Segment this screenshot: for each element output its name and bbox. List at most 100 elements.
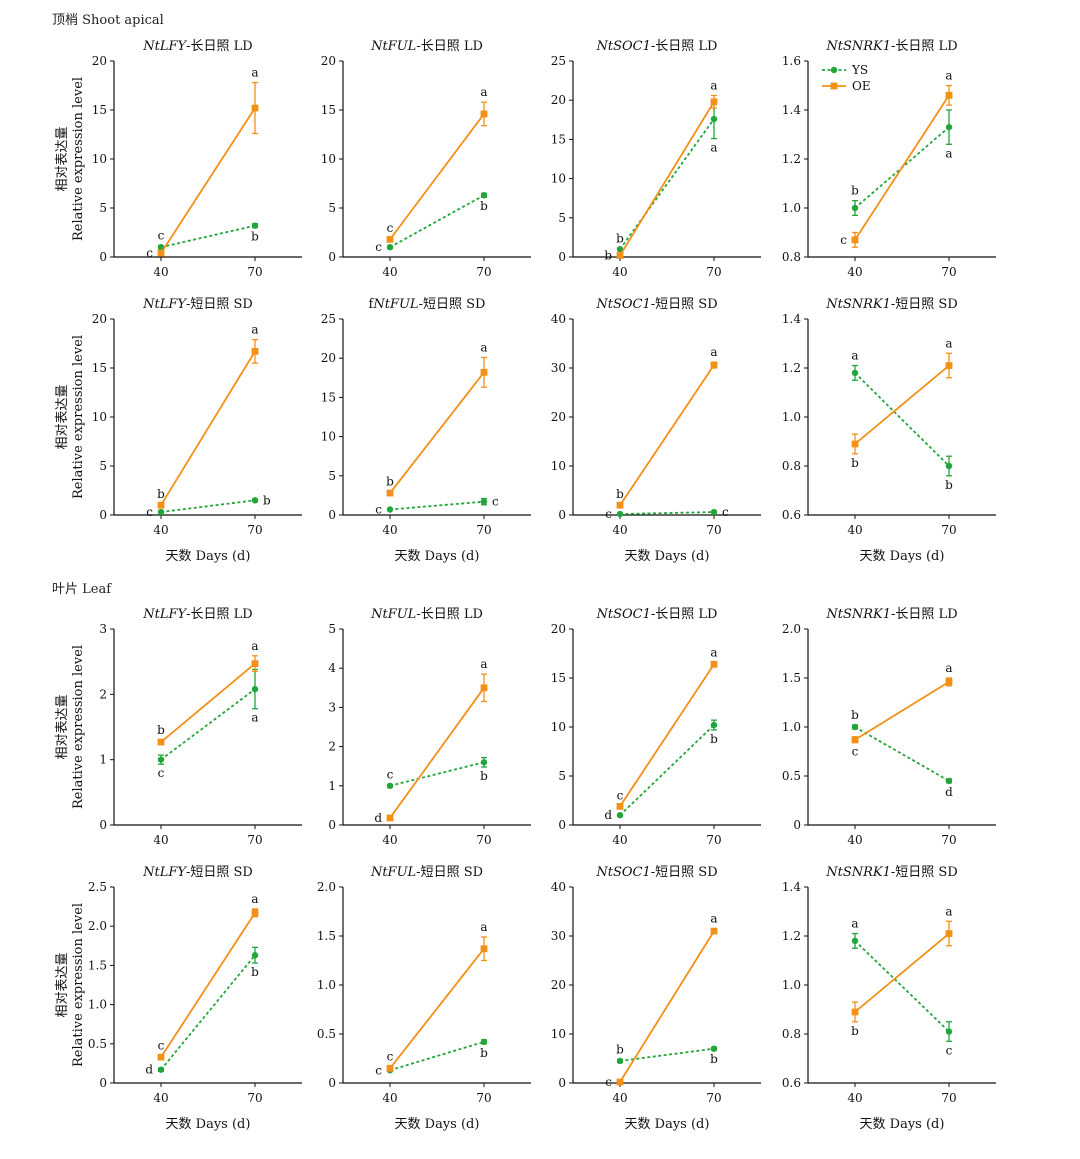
y-tick-label: 10	[92, 152, 107, 166]
series-line-oe	[619, 101, 715, 256]
data-point-oe	[251, 104, 259, 112]
y-tick-label: 5	[328, 469, 336, 483]
significance-letter: b	[480, 1046, 488, 1060]
series-line-ys	[160, 688, 256, 761]
y-tick-label: 2.0	[317, 880, 336, 894]
section-title-leaf: 叶片 Leaf	[52, 582, 112, 597]
data-point-oe	[157, 501, 165, 509]
data-point-ys	[386, 506, 394, 513]
significance-letter: b	[616, 487, 624, 501]
panel-title: NtSNRK1-长日照 LD	[825, 607, 957, 622]
data-point-oe	[386, 489, 394, 497]
significance-letter: a	[945, 69, 952, 83]
panel-title: NtSOC1-长日照 LD	[596, 39, 718, 54]
data-point-oe	[251, 660, 259, 668]
panel-title: NtFUL-长日照 LD	[370, 607, 483, 622]
x-tick-label: 70	[476, 523, 491, 537]
significance-letter: c	[840, 233, 847, 247]
chart-panel-7: NtSNRK1-短日照 SD 0.6 0.8 1.0 1.2 1.4 40 70 天数 Days…	[782, 297, 996, 564]
significance-letter: b	[251, 965, 259, 979]
panel-title-suffix: -短日照 SD	[891, 865, 958, 880]
y-tick-label: 10	[551, 172, 566, 186]
panel-title: NtFUL-短日照 SD	[370, 865, 483, 880]
significance-letter: a	[710, 141, 717, 155]
panel-title: fNtFUL-短日照 SD	[369, 297, 486, 312]
panel-title-suffix: -长日照 LD	[186, 607, 253, 622]
data-point-oe	[851, 440, 859, 448]
significance-letter: c	[387, 1049, 394, 1063]
y-tick-label: 15	[321, 103, 336, 117]
panel-title: NtLFY-短日照 SD	[142, 297, 253, 312]
chart-panel-15: NtSNRK1-短日照 SD 0.6 0.8 1.0 1.2 1.4 40 70 天数 Days…	[782, 865, 996, 1132]
significance-letter: b	[616, 231, 624, 245]
data-point-oe	[851, 236, 859, 244]
significance-letter: a	[480, 657, 487, 671]
x-tick-label: 40	[847, 833, 862, 847]
significance-letter: c	[375, 1063, 382, 1077]
y-tick-label: 1.0	[317, 978, 336, 992]
y-tick-label: 1.4	[782, 103, 801, 117]
y-axis-label-en: Relative expression level	[71, 335, 86, 499]
series-line-oe	[854, 94, 950, 241]
x-tick-label: 70	[247, 833, 262, 847]
y-tick-label: 20	[551, 978, 566, 992]
y-tick-label: 1.2	[782, 361, 801, 375]
y-tick-label: 0.6	[782, 508, 801, 522]
chart-panel-2: NtSOC1-长日照 LD 0 5 10 15 20 25 40 70 bb a a	[551, 39, 761, 279]
y-tick-label: 0	[328, 1076, 336, 1090]
y-tick-label: 0.8	[782, 1027, 801, 1041]
significance-letter: c	[158, 766, 165, 780]
y-tick-label: 1.0	[782, 201, 801, 215]
series-line-oe	[854, 681, 950, 741]
y-tick-label: 0.5	[782, 769, 801, 783]
x-tick-label: 40	[382, 523, 397, 537]
legend-label-oe: OE	[852, 79, 871, 93]
data-point-ys	[157, 1066, 165, 1073]
data-point-oe	[710, 927, 718, 935]
data-point-oe	[157, 738, 165, 746]
significance-letter: b	[386, 474, 394, 488]
x-tick-label: 40	[382, 265, 397, 279]
x-tick-label: 40	[612, 523, 627, 537]
x-tick-label: 70	[706, 523, 721, 537]
y-axis-label-cn: 相对表达量	[55, 694, 70, 759]
y-axis-label-cn: 相对表达量	[55, 126, 70, 191]
x-tick-label: 70	[941, 833, 956, 847]
significance-letter: a	[851, 917, 858, 931]
y-tick-label: 30	[551, 361, 566, 375]
panel-title-gene: NtSNRK1	[825, 39, 891, 54]
series-line-ys	[160, 954, 256, 1071]
x-tick-label: 70	[941, 523, 956, 537]
legend: YS OE	[822, 63, 871, 93]
y-tick-label: 15	[551, 671, 566, 685]
panel-title-gene: NtLFY	[142, 607, 187, 622]
x-tick-label: 70	[706, 1091, 721, 1105]
x-axis-label: 天数 Days (d)	[860, 549, 945, 564]
series-line-oe	[854, 932, 950, 1013]
data-point-ys	[480, 192, 488, 199]
data-point-oe	[945, 91, 953, 99]
y-tick-label: 2	[99, 687, 107, 701]
x-tick-label: 40	[612, 265, 627, 279]
significance-letter: c	[852, 745, 859, 759]
y-tick-label: 10	[551, 459, 566, 473]
data-point-oe	[710, 660, 718, 668]
x-axis-label: 天数 Days (d)	[166, 1117, 251, 1132]
y-tick-label: 20	[551, 93, 566, 107]
data-point-ys	[616, 812, 624, 819]
data-point-ys	[851, 204, 859, 212]
series-line-oe	[619, 663, 715, 807]
y-tick-label: 1.5	[782, 671, 801, 685]
x-tick-label: 40	[847, 265, 862, 279]
significance-letter: a	[480, 920, 487, 934]
y-axis-label-en: Relative expression level	[71, 645, 86, 809]
panel-title-suffix: -长日照 LD	[891, 607, 958, 622]
data-point-oe	[157, 1053, 165, 1061]
significance-letter: a	[710, 78, 717, 92]
significance-letter: b	[945, 478, 953, 492]
chart-panel-4: NtLFY-短日照 SD 0 5 10 15 20 40 70 天数 Days (d) 相对表达量…	[55, 297, 302, 564]
y-tick-label: 20	[321, 54, 336, 68]
data-point-oe	[386, 235, 394, 243]
significance-letter: a	[251, 639, 258, 653]
